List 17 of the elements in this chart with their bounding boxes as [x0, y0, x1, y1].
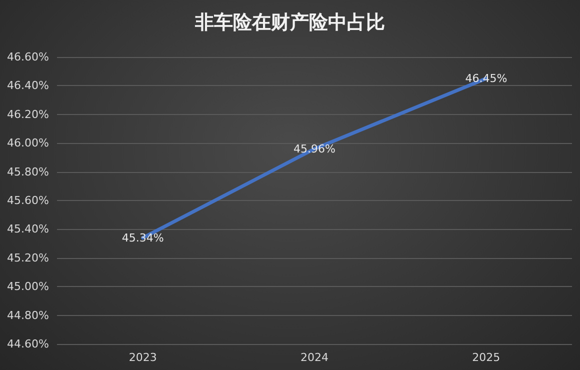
- data-label: 46.45%: [465, 72, 508, 86]
- y-tick-label: 45.80%: [7, 165, 49, 178]
- y-tick-label: 45.20%: [7, 251, 49, 264]
- x-tick-label: 2024: [300, 351, 328, 364]
- y-tick-label: 45.40%: [7, 222, 49, 236]
- y-tick-label: 44.80%: [7, 308, 49, 322]
- y-tick-label: 45.60%: [7, 194, 49, 207]
- y-tick-label: 46.40%: [7, 79, 49, 92]
- chart-title: 非车险在财产险中占比: [194, 12, 385, 34]
- y-tick-label: 46.60%: [7, 50, 49, 64]
- y-tick-label: 46.00%: [7, 136, 49, 150]
- x-tick-label: 2023: [128, 351, 157, 364]
- y-tick-label: 44.60%: [7, 338, 49, 350]
- x-tick-label: 2025: [472, 351, 500, 364]
- y-tick-label: 45.00%: [7, 280, 49, 294]
- data-label: 45.34%: [122, 231, 164, 244]
- y-tick-label: 46.20%: [7, 108, 49, 121]
